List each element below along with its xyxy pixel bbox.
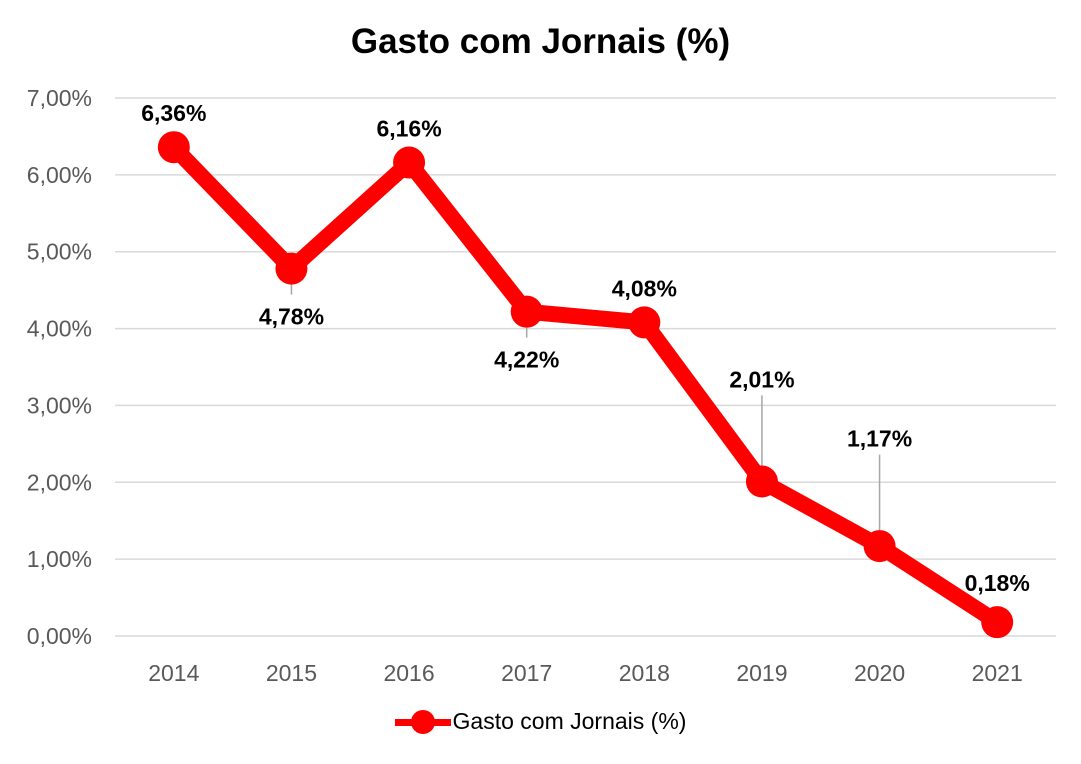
data-label: 2,01%	[729, 366, 794, 392]
x-tick-label: 2019	[736, 660, 787, 686]
chart-title: Gasto com Jornais (%)	[350, 22, 731, 61]
y-tick-label: 7,00%	[27, 85, 92, 111]
data-point	[393, 146, 426, 179]
x-tick-label: 2017	[501, 660, 552, 686]
y-tick-label: 5,00%	[27, 239, 92, 265]
x-tick-label: 2015	[266, 660, 317, 686]
series-line	[165, 139, 1006, 631]
y-tick-label: 1,00%	[27, 546, 92, 572]
legend: Gasto com Jornais (%)	[0, 708, 1081, 735]
data-label: 4,08%	[612, 275, 677, 301]
data-label: 4,78%	[259, 304, 324, 330]
y-tick-label: 2,00%	[27, 469, 92, 495]
data-point	[981, 606, 1014, 639]
data-labels: 6,36% 4,78% 6,16% 4,22% 4,08% 2,01% 1,17% 0,18%	[141, 100, 1030, 596]
data-point	[628, 306, 661, 339]
data-point	[863, 530, 896, 563]
data-label: 6,16%	[376, 116, 441, 142]
legend-label: Gasto com Jornais (%)	[452, 708, 687, 734]
data-point	[157, 131, 190, 164]
y-tick-label: 6,00%	[27, 162, 92, 188]
data-label: 1,17%	[847, 426, 912, 452]
y-tick-label: 0,00%	[27, 623, 92, 649]
x-tick-label: 2020	[854, 660, 905, 686]
data-point	[510, 295, 543, 328]
data-label: 0,18%	[965, 570, 1030, 596]
data-points	[157, 131, 1014, 639]
x-tick-label: 2018	[619, 660, 670, 686]
x-tick-label: 2016	[383, 660, 434, 686]
x-tick-label: 2021	[972, 660, 1023, 686]
data-point	[745, 465, 778, 498]
y-axis: 0,00% 1,00% 2,00% 3,00% 4,00% 5,00% 6,00% 7,00%	[27, 85, 92, 649]
data-label: 4,22%	[494, 347, 559, 373]
data-point	[275, 252, 308, 285]
y-tick-label: 3,00%	[27, 392, 92, 418]
x-tick-label: 2014	[148, 660, 199, 686]
legend-swatch	[394, 709, 451, 735]
x-axis: 2014 2015 2016 2017 2018 2019 2020 2021	[148, 660, 1023, 686]
y-tick-label: 4,00%	[27, 316, 92, 342]
gridlines	[115, 97, 1056, 637]
data-label: 6,36%	[141, 100, 206, 126]
series-line-path	[165, 139, 1006, 631]
